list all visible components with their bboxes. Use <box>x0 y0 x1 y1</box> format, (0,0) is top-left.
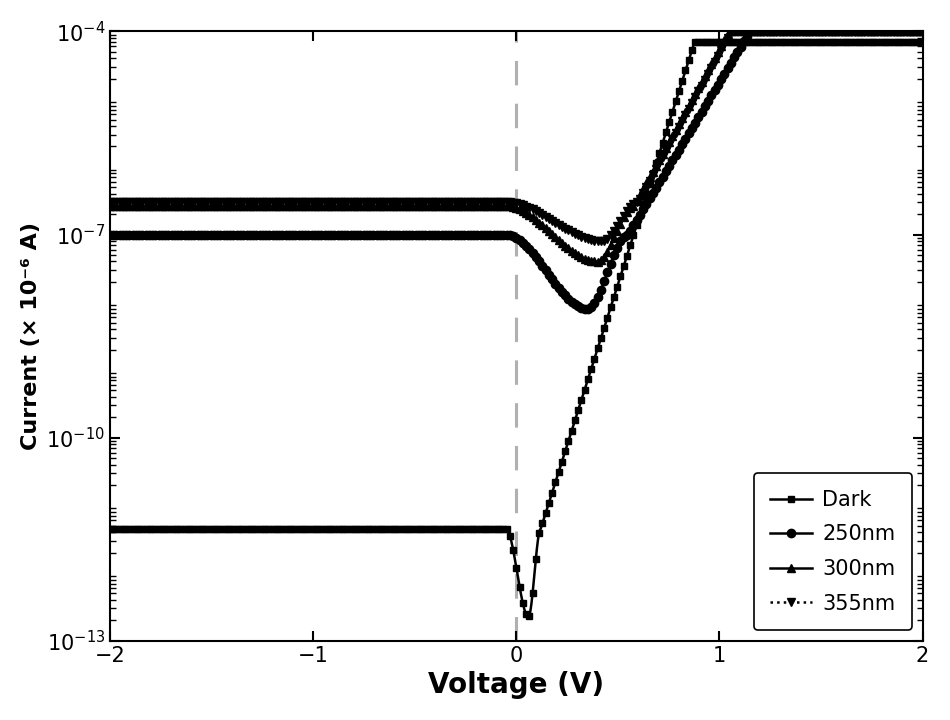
Line: 300nm: 300nm <box>105 27 926 266</box>
Line: 355nm: 355nm <box>105 27 926 246</box>
Line: 250nm: 250nm <box>105 27 926 313</box>
355nm <box>416 198 428 207</box>
355nm <box>104 198 116 207</box>
300nm <box>245 202 256 210</box>
Dark <box>522 613 534 621</box>
Dark <box>416 525 428 534</box>
300nm <box>197 202 208 210</box>
300nm <box>814 27 826 36</box>
355nm <box>726 27 737 36</box>
Y-axis label: Current (× 10⁻⁶ A): Current (× 10⁻⁶ A) <box>21 222 41 450</box>
250nm <box>744 27 755 36</box>
355nm <box>596 237 607 246</box>
Dark <box>814 37 826 46</box>
300nm <box>451 202 463 210</box>
355nm <box>451 198 463 207</box>
250nm <box>902 27 913 36</box>
Dark <box>689 37 700 46</box>
300nm <box>416 202 428 210</box>
Dark <box>245 525 256 534</box>
300nm <box>902 27 913 36</box>
250nm <box>104 230 116 239</box>
300nm <box>724 27 735 36</box>
Dark <box>197 525 208 534</box>
250nm <box>581 305 593 313</box>
250nm <box>416 230 428 239</box>
Dark <box>917 37 928 46</box>
300nm <box>917 27 928 36</box>
355nm <box>197 198 208 207</box>
355nm <box>902 27 913 36</box>
Legend: Dark, 250nm, 300nm, 355nm: Dark, 250nm, 300nm, 355nm <box>753 473 912 630</box>
355nm <box>917 27 928 36</box>
250nm <box>917 27 928 36</box>
Line: Dark: Dark <box>106 38 926 621</box>
300nm <box>592 257 603 266</box>
250nm <box>814 27 826 36</box>
300nm <box>104 202 116 210</box>
Dark <box>104 525 116 534</box>
250nm <box>197 230 208 239</box>
X-axis label: Voltage (V): Voltage (V) <box>428 671 604 699</box>
355nm <box>814 27 826 36</box>
250nm <box>451 230 463 239</box>
Dark <box>902 37 913 46</box>
250nm <box>245 230 256 239</box>
355nm <box>245 198 256 207</box>
Dark <box>451 525 463 534</box>
